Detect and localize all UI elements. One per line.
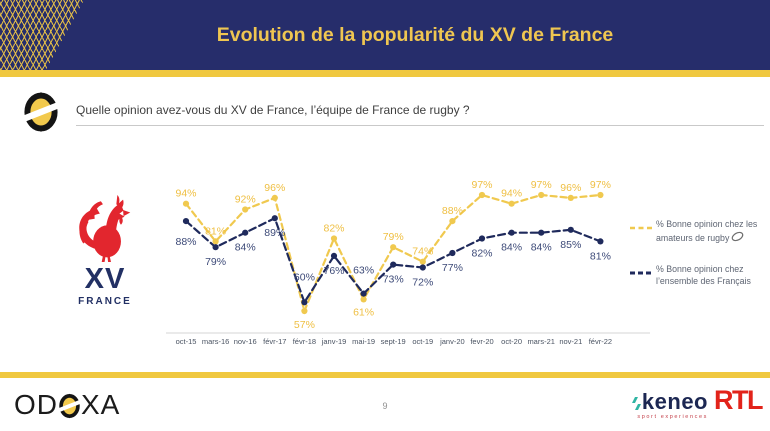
svg-text:82%: 82% xyxy=(323,223,344,235)
svg-text:oct-19: oct-19 xyxy=(412,337,433,346)
svg-text:sept-19: sept-19 xyxy=(381,337,406,346)
legend-label-francais: % Bonne opinion chez l’ensemble des Fran… xyxy=(656,263,751,287)
svg-text:76%: 76% xyxy=(323,265,344,277)
svg-text:fevr-20: fevr-20 xyxy=(470,337,493,346)
svg-text:févr-18: févr-18 xyxy=(293,337,316,346)
svg-text:85%: 85% xyxy=(560,239,581,251)
svg-text:84%: 84% xyxy=(501,242,522,254)
svg-text:79%: 79% xyxy=(205,256,226,268)
keneo-bolt-icon xyxy=(631,397,641,410)
svg-text:73%: 73% xyxy=(383,274,404,286)
svg-text:94%: 94% xyxy=(175,188,196,200)
rugby-ball-icon xyxy=(732,231,744,241)
svg-text:mars-16: mars-16 xyxy=(202,337,230,346)
page-number: 9 xyxy=(382,401,388,411)
yellow-dash-icon xyxy=(630,226,652,230)
svg-text:88%: 88% xyxy=(175,236,196,248)
svg-text:72%: 72% xyxy=(412,277,433,289)
svg-text:janv-20: janv-20 xyxy=(439,337,465,346)
svg-text:janv-19: janv-19 xyxy=(321,337,347,346)
question-text: Quelle opinion avez-vous du XV de France… xyxy=(76,103,470,117)
page-title: Evolution de la popularité du XV de Fran… xyxy=(216,23,614,46)
rtl-logo: RTL xyxy=(714,385,763,415)
odoxa-o-icon xyxy=(24,92,58,132)
popularity-line-chart: oct-15 mars-16 nov-16 févr-17 févr-18 janv-19… xyxy=(166,179,650,346)
svg-text:74%: 74% xyxy=(412,246,433,258)
odoxa-logo: OD XA xyxy=(14,388,120,422)
svg-text:nov-21: nov-21 xyxy=(559,337,582,346)
legend-label-amateurs-text: % Bonne opinion chez les amateurs de rug… xyxy=(656,219,758,243)
svg-text:81%: 81% xyxy=(205,225,226,237)
svg-text:94%: 94% xyxy=(501,188,522,200)
svg-text:97%: 97% xyxy=(531,179,552,191)
rooster-icon xyxy=(79,195,131,262)
keneo-name: keneo xyxy=(641,389,708,414)
legend-item-francais: % Bonne opinion chez l’ensemble des Fran… xyxy=(630,263,768,289)
navy-dash-icon xyxy=(630,271,652,274)
header-divider xyxy=(0,70,770,77)
svg-text:63%: 63% xyxy=(353,265,374,277)
svg-text:61%: 61% xyxy=(353,306,374,318)
legend-marker-francais xyxy=(630,263,656,289)
svg-text:84%: 84% xyxy=(531,242,552,254)
svg-text:81%: 81% xyxy=(590,250,611,262)
svg-text:97%: 97% xyxy=(471,179,492,191)
odoxa-o-icon xyxy=(59,393,80,419)
svg-text:96%: 96% xyxy=(560,182,581,194)
svg-text:97%: 97% xyxy=(590,179,611,191)
svg-text:nov-16: nov-16 xyxy=(234,337,257,346)
footer-divider xyxy=(0,372,770,378)
svg-text:77%: 77% xyxy=(442,262,463,274)
svg-text:84%: 84% xyxy=(235,242,256,254)
odoxa-text-left: OD xyxy=(14,389,58,420)
svg-text:févr-17: févr-17 xyxy=(263,337,286,346)
keneo-tagline: sport experiences xyxy=(637,414,708,420)
svg-text:96%: 96% xyxy=(264,182,285,194)
svg-text:89%: 89% xyxy=(264,227,285,239)
svg-text:févr-22: févr-22 xyxy=(589,337,612,346)
svg-text:mars-21: mars-21 xyxy=(527,337,555,346)
svg-text:mai-19: mai-19 xyxy=(352,337,375,346)
svg-text:oct-15: oct-15 xyxy=(176,337,197,346)
team-name: XV xyxy=(84,263,126,295)
legend-item-amateurs: % Bonne opinion chez les amateurs de rug… xyxy=(630,218,768,245)
legend-label-amateurs: % Bonne opinion chez les amateurs de rug… xyxy=(656,218,768,245)
team-country: FRANCE xyxy=(78,296,132,307)
legend-marker-amateurs xyxy=(630,218,656,245)
odoxa-text-right: XA xyxy=(81,389,121,420)
svg-text:60%: 60% xyxy=(294,271,315,283)
keneo-logo: keneo sport experiences xyxy=(604,391,708,420)
chart-legend: % Bonne opinion chez les amateurs de rug… xyxy=(630,218,768,306)
svg-text:88%: 88% xyxy=(442,205,463,217)
svg-text:oct-20: oct-20 xyxy=(501,337,522,346)
header: Evolution de la popularité du XV de Fran… xyxy=(0,0,770,70)
svg-text:57%: 57% xyxy=(294,319,315,331)
question-underline xyxy=(76,125,764,126)
svg-text:82%: 82% xyxy=(471,248,492,260)
team-logo: XV FRANCE xyxy=(70,194,140,307)
svg-text:92%: 92% xyxy=(235,194,256,206)
svg-text:79%: 79% xyxy=(383,231,404,243)
